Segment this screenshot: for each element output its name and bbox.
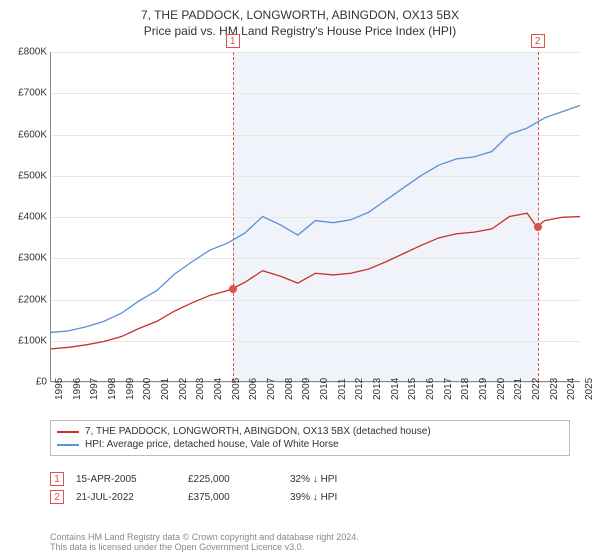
y-axis-tick-label: £700K (5, 88, 47, 99)
x-axis-tick-label: 1996 (72, 378, 83, 400)
chart-subtitle: Price paid vs. HM Land Registry's House … (0, 24, 600, 38)
x-axis-tick-label: 2020 (496, 378, 507, 400)
x-axis-tick-label: 2005 (231, 378, 242, 400)
y-axis-tick-label: £0 (5, 377, 47, 388)
x-axis-tick-label: 2021 (513, 378, 524, 400)
x-axis-tick-label: 2019 (478, 378, 489, 400)
x-axis-tick-label: 2024 (566, 378, 577, 400)
legend-box: 7, THE PADDOCK, LONGWORTH, ABINGDON, OX1… (50, 420, 570, 456)
data-point-date: 15-APR-2005 (76, 474, 176, 485)
x-axis-tick-label: 2016 (425, 378, 436, 400)
footer-line-2: This data is licensed under the Open Gov… (50, 542, 580, 552)
data-point-row: 2 21-JUL-2022 £375,000 39% ↓ HPI (50, 488, 580, 506)
y-axis-tick-label: £500K (5, 170, 47, 181)
x-axis-tick-label: 2012 (354, 378, 365, 400)
x-axis-tick-label: 2015 (407, 378, 418, 400)
data-points-table: 1 15-APR-2005 £225,000 32% ↓ HPI 2 21-JUL-202… (50, 470, 580, 506)
data-point-row: 1 15-APR-2005 £225,000 32% ↓ HPI (50, 470, 580, 488)
title-area: 7, THE PADDOCK, LONGWORTH, ABINGDON, OX1… (0, 0, 600, 40)
x-axis-tick-label: 2002 (178, 378, 189, 400)
legend-item: 7, THE PADDOCK, LONGWORTH, ABINGDON, OX1… (57, 425, 563, 438)
x-axis-tick-label: 2010 (319, 378, 330, 400)
x-axis-tick-label: 2022 (531, 378, 542, 400)
data-point-marker (534, 223, 542, 231)
x-axis-tick-label: 1995 (54, 378, 65, 400)
data-point-price: £375,000 (188, 492, 278, 503)
legend-item: HPI: Average price, detached house, Vale… (57, 438, 563, 451)
legend-swatch (57, 444, 79, 446)
x-axis-tick-label: 2006 (248, 378, 259, 400)
legend-label: 7, THE PADDOCK, LONGWORTH, ABINGDON, OX1… (85, 426, 431, 437)
data-point-marker (229, 285, 237, 293)
legend-swatch (57, 431, 79, 433)
x-axis-tick-label: 2004 (213, 378, 224, 400)
x-axis-tick-label: 2011 (337, 378, 348, 400)
x-axis-tick-label: 1997 (89, 378, 100, 400)
data-point-badge: 1 (50, 472, 64, 486)
y-axis-tick-label: £400K (5, 212, 47, 223)
x-axis-tick-label: 2003 (195, 378, 206, 400)
line-series-svg (51, 52, 580, 381)
footer-line-1: Contains HM Land Registry data © Crown c… (50, 532, 580, 542)
data-point-hpi: 39% ↓ HPI (290, 492, 390, 503)
x-axis-tick-label: 1998 (107, 378, 118, 400)
marker-label-box: 2 (531, 34, 545, 48)
x-axis-tick-label: 2017 (443, 378, 454, 400)
x-axis-tick-label: 2025 (584, 378, 595, 400)
x-axis-tick-label: 2000 (142, 378, 153, 400)
x-axis-tick-label: 2001 (160, 378, 171, 400)
y-axis-tick-label: £300K (5, 253, 47, 264)
data-point-badge: 2 (50, 490, 64, 504)
legend-label: HPI: Average price, detached house, Vale… (85, 439, 339, 450)
x-axis-tick-label: 2008 (284, 378, 295, 400)
y-axis-tick-label: £800K (5, 47, 47, 58)
data-point-hpi: 32% ↓ HPI (290, 474, 390, 485)
line-series (51, 105, 580, 332)
y-axis-tick-label: £600K (5, 129, 47, 140)
x-axis-tick-label: 2023 (549, 378, 560, 400)
x-axis-tick-label: 2014 (390, 378, 401, 400)
data-point-date: 21-JUL-2022 (76, 492, 176, 503)
x-axis-tick-label: 1999 (125, 378, 136, 400)
footer-attribution: Contains HM Land Registry data © Crown c… (50, 532, 580, 552)
line-series (51, 213, 580, 349)
x-axis-tick-label: 2007 (266, 378, 277, 400)
marker-label-box: 1 (226, 34, 240, 48)
x-axis-tick-label: 2018 (460, 378, 471, 400)
x-axis-tick-label: 2013 (372, 378, 383, 400)
chart-title: 7, THE PADDOCK, LONGWORTH, ABINGDON, OX1… (0, 8, 600, 22)
x-axis-tick-label: 2009 (301, 378, 312, 400)
y-axis-tick-label: £200K (5, 294, 47, 305)
data-point-price: £225,000 (188, 474, 278, 485)
chart-plot-area: £0£100K£200K£300K£400K£500K£600K£700K£80… (50, 52, 580, 382)
y-axis-tick-label: £100K (5, 335, 47, 346)
